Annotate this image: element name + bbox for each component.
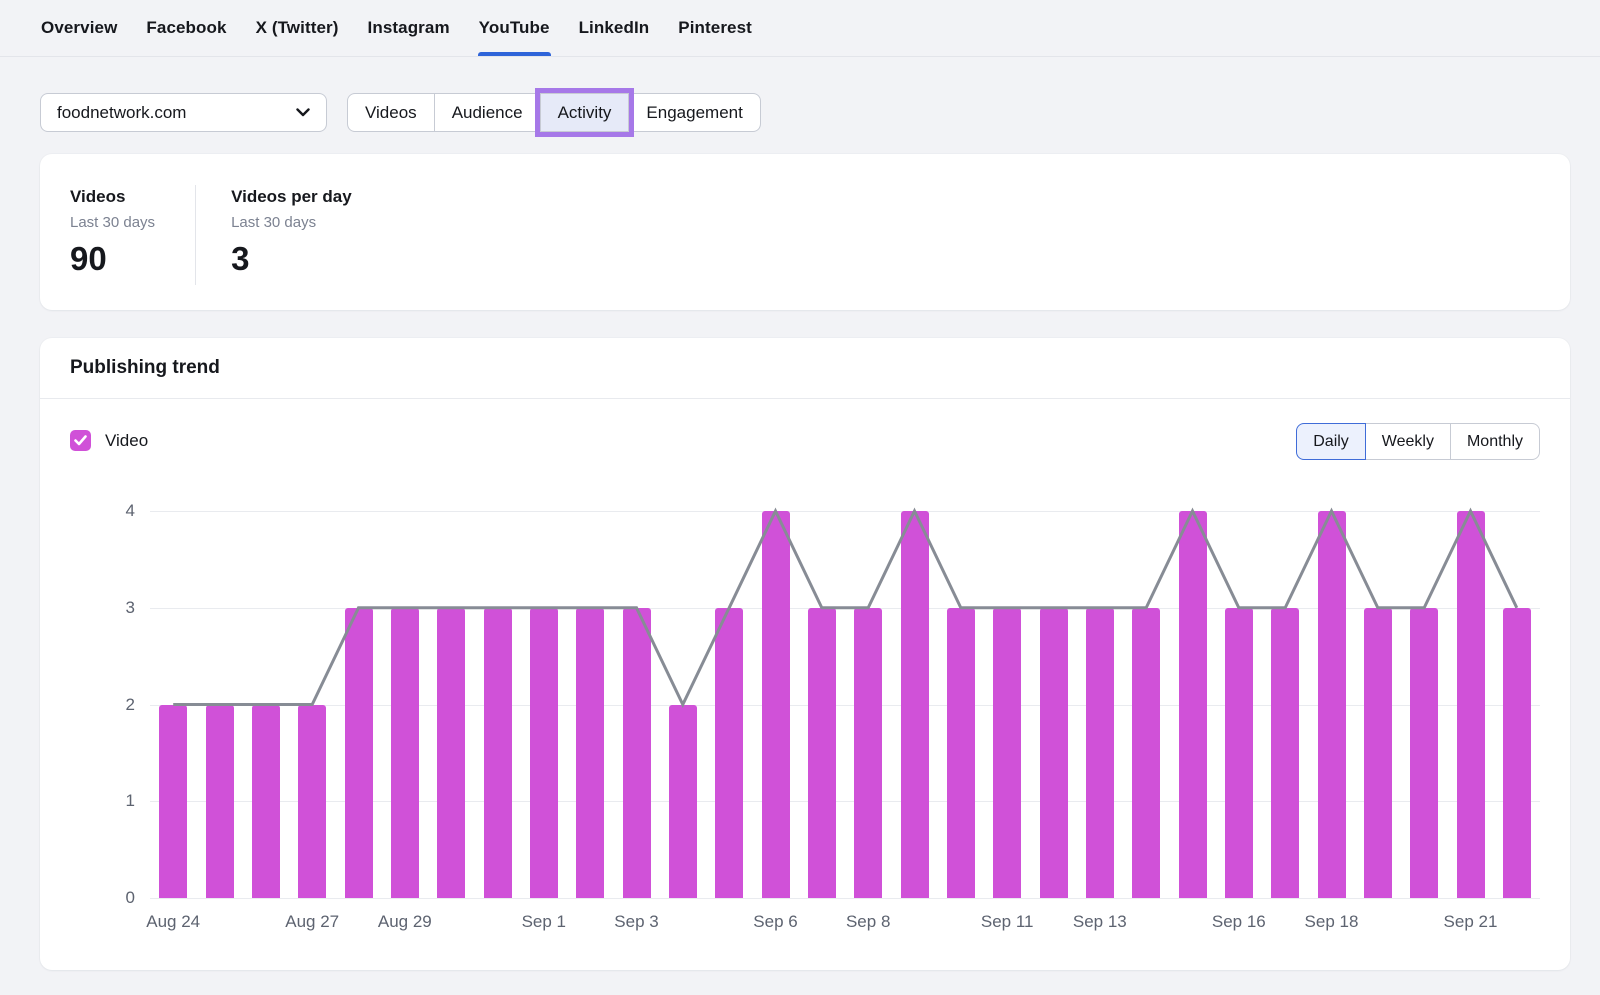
chart-bar <box>715 607 744 898</box>
x-axis-label: Sep 6 <box>753 912 798 931</box>
stat-divider <box>195 185 197 285</box>
stat-videos-per-day: Videos per day Last 30 days 3 <box>196 154 392 310</box>
nav-tab-overview[interactable]: Overview <box>40 0 118 56</box>
video-series-checkbox[interactable] <box>70 430 91 451</box>
chart-gridline <box>150 898 1540 899</box>
y-axis-label: 0 <box>125 888 135 907</box>
chart-bar <box>1363 607 1392 898</box>
stat-period: Last 30 days <box>70 214 156 231</box>
chart-bar <box>251 704 280 898</box>
view-tab-videos[interactable]: Videos <box>347 93 435 132</box>
chart-bar <box>1224 607 1253 898</box>
chevron-down-icon <box>296 108 310 117</box>
chart-bar <box>344 607 373 898</box>
granularity-weekly[interactable]: Weekly <box>1364 423 1451 460</box>
stat-title: Videos <box>70 187 126 206</box>
chart-bar <box>576 607 605 898</box>
nav-tab-x-twitter[interactable]: X (Twitter) <box>255 0 340 56</box>
x-axis-label: Sep 8 <box>845 912 891 931</box>
x-axis-label: Sep 11 <box>980 912 1034 931</box>
x-axis-label: Sep 1 <box>521 912 567 931</box>
x-axis-label: Sep 13 <box>1072 912 1127 931</box>
view-tab-audience[interactable]: Audience <box>433 93 541 132</box>
nav-tab-linkedin[interactable]: LinkedIn <box>578 0 651 56</box>
y-axis-label: 1 <box>125 791 135 811</box>
x-axis-label: Sep 21 <box>1443 912 1498 931</box>
stat-videos: Videos Last 30 days 90 <box>40 154 195 310</box>
chart-bar <box>946 607 975 898</box>
check-icon <box>74 435 87 446</box>
stat-period: Last 30 days <box>231 214 317 231</box>
chart-bar <box>159 704 188 898</box>
chart-bar <box>390 607 419 898</box>
filter-bar: foodnetwork.com Videos Audience Activity En… <box>40 93 1560 132</box>
chart-bar <box>900 511 929 898</box>
view-tab-activity[interactable]: Activity <box>539 93 630 132</box>
publishing-trend-card: Publishing trend Video Daily Weekly Monthl… <box>40 338 1570 970</box>
channel-tabs: Overview Facebook X (Twitter) Instagram YouT… <box>0 0 1600 57</box>
chart-legend: Video <box>70 430 148 451</box>
stats-card: Videos Last 30 days 90 Videos per day La… <box>40 154 1570 310</box>
stat-value: 90 <box>70 240 107 277</box>
chart-bar <box>529 607 558 898</box>
card-title: Publishing trend <box>70 357 220 378</box>
legend-label: Video <box>105 430 149 450</box>
y-axis-label: 3 <box>125 597 135 617</box>
domain-select[interactable]: foodnetwork.com <box>40 93 327 132</box>
stat-value: 3 <box>231 240 250 277</box>
nav-tab-pinterest[interactable]: Pinterest <box>677 0 753 56</box>
chart-plot: 0 1 2 3 4 Aug 24 Aug 27 Aug 29 Sep 1 Sep 3 Sep 6 Se… <box>126 501 1540 931</box>
domain-select-value: foodnetwork.com <box>57 102 187 122</box>
x-axis-label: Sep 16 <box>1211 912 1266 931</box>
granularity-toggle: Daily Weekly Monthly <box>1296 423 1540 460</box>
chart-bar <box>483 607 512 898</box>
chart-bar <box>1271 607 1300 898</box>
chart-bar <box>1039 607 1068 898</box>
x-axis-label: Aug 24 <box>146 912 201 931</box>
x-axis-label: Aug 29 <box>377 912 432 931</box>
chart-bar <box>622 607 651 898</box>
nav-tab-facebook[interactable]: Facebook <box>145 0 227 56</box>
chart-gridline <box>150 801 1540 803</box>
chart-bar <box>1410 607 1439 898</box>
chart-bar <box>1456 511 1485 898</box>
chart-bar <box>1178 511 1207 898</box>
chart-bar <box>205 704 234 898</box>
y-axis-label: 2 <box>125 694 135 714</box>
y-axis-label: 4 <box>125 501 135 520</box>
chart-bar <box>1317 511 1346 898</box>
x-axis-label: Sep 3 <box>614 912 659 931</box>
chart-bar <box>993 607 1022 898</box>
view-tab-engagement[interactable]: Engagement <box>628 93 761 132</box>
x-axis-label: Aug 27 <box>285 912 340 931</box>
chart-bar <box>437 607 466 898</box>
view-segmented-control: Videos Audience Activity Engagement <box>347 93 761 132</box>
granularity-monthly[interactable]: Monthly <box>1449 423 1540 460</box>
chart-bar <box>1502 607 1531 898</box>
nav-tab-instagram[interactable]: Instagram <box>367 0 451 56</box>
chart-bar <box>668 704 697 898</box>
stat-title: Videos per day <box>231 187 352 206</box>
chart-bar <box>1085 607 1114 898</box>
chart-bar <box>854 607 883 898</box>
chart-bar <box>761 511 790 898</box>
x-axis-label: Sep 18 <box>1304 912 1359 931</box>
chart-bar <box>807 607 836 898</box>
publishing-trend-header: Publishing trend <box>40 338 1570 399</box>
granularity-daily[interactable]: Daily <box>1296 423 1366 460</box>
chart-bar <box>1132 607 1161 898</box>
chart-bar <box>298 704 327 898</box>
nav-tab-youtube[interactable]: YouTube <box>477 0 551 56</box>
